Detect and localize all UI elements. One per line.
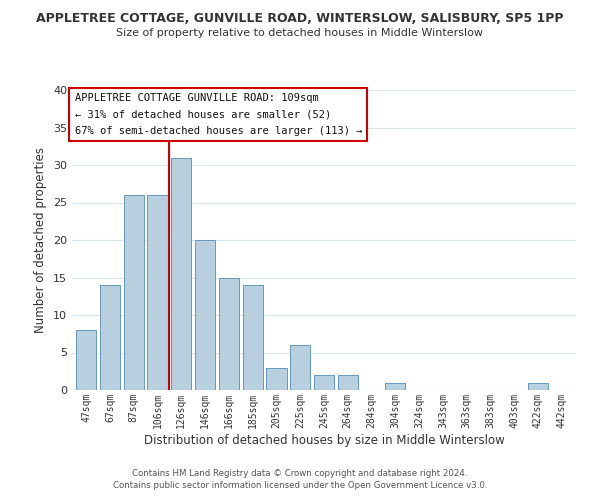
Y-axis label: Number of detached properties: Number of detached properties bbox=[34, 147, 47, 333]
Text: Contains HM Land Registry data © Crown copyright and database right 2024.: Contains HM Land Registry data © Crown c… bbox=[132, 468, 468, 477]
Text: Contains public sector information licensed under the Open Government Licence v3: Contains public sector information licen… bbox=[113, 481, 487, 490]
Bar bbox=[100, 285, 120, 390]
Bar bbox=[242, 285, 263, 390]
Bar bbox=[171, 158, 191, 390]
Bar bbox=[338, 375, 358, 390]
Bar bbox=[314, 375, 334, 390]
Bar bbox=[290, 345, 310, 390]
Bar bbox=[148, 195, 167, 390]
Bar bbox=[195, 240, 215, 390]
Bar bbox=[385, 382, 406, 390]
Text: APPLETREE COTTAGE, GUNVILLE ROAD, WINTERSLOW, SALISBURY, SP5 1PP: APPLETREE COTTAGE, GUNVILLE ROAD, WINTER… bbox=[36, 12, 564, 26]
X-axis label: Distribution of detached houses by size in Middle Winterslow: Distribution of detached houses by size … bbox=[143, 434, 505, 446]
Bar bbox=[76, 330, 97, 390]
Bar bbox=[528, 382, 548, 390]
Bar bbox=[124, 195, 144, 390]
Bar bbox=[219, 278, 239, 390]
Bar bbox=[266, 368, 287, 390]
Text: Size of property relative to detached houses in Middle Winterslow: Size of property relative to detached ho… bbox=[116, 28, 484, 38]
Text: APPLETREE COTTAGE GUNVILLE ROAD: 109sqm
← 31% of detached houses are smaller (52: APPLETREE COTTAGE GUNVILLE ROAD: 109sqm … bbox=[74, 93, 362, 136]
